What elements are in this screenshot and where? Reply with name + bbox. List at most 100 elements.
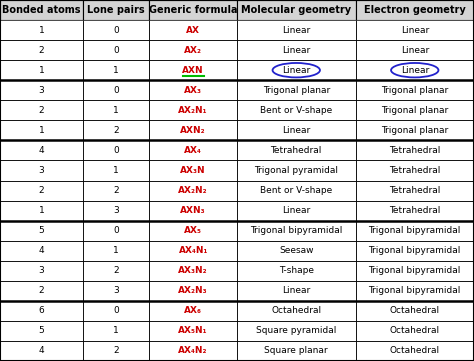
Text: Linear: Linear [282, 286, 310, 295]
Bar [356, 341, 474, 361]
Text: Bent or V-shape: Bent or V-shape [260, 106, 332, 115]
Text: Trigonal bipyramidal: Trigonal bipyramidal [250, 226, 342, 235]
Bar [149, 281, 237, 301]
Bar [83, 281, 149, 301]
Bar [237, 0, 356, 20]
Text: Tetrahedral: Tetrahedral [271, 146, 322, 155]
Text: Square planar: Square planar [264, 347, 328, 356]
Bar [83, 241, 149, 261]
Bar [356, 80, 474, 100]
Text: 1: 1 [113, 326, 119, 335]
Bar [83, 20, 149, 40]
Bar [0, 301, 83, 321]
Bar [356, 0, 474, 20]
Text: AX₄N₂: AX₄N₂ [178, 347, 208, 356]
Text: Trigonal planar: Trigonal planar [263, 86, 330, 95]
Bar [356, 321, 474, 341]
Bar [149, 40, 237, 60]
Bar [237, 180, 356, 201]
Text: 2: 2 [39, 106, 44, 115]
Text: Tetrahedral: Tetrahedral [389, 206, 440, 215]
Text: 0: 0 [113, 26, 119, 35]
Text: 1: 1 [38, 26, 45, 35]
Bar [0, 321, 83, 341]
Text: Seesaw: Seesaw [279, 246, 313, 255]
Text: 1: 1 [113, 106, 119, 115]
Text: Octahedral: Octahedral [390, 306, 440, 316]
Text: Linear: Linear [401, 26, 429, 35]
Text: Linear: Linear [401, 66, 429, 75]
Bar [237, 301, 356, 321]
Bar [149, 301, 237, 321]
Bar [237, 40, 356, 60]
Bar [356, 100, 474, 120]
Text: AX₅N₁: AX₅N₁ [178, 326, 208, 335]
Text: Trigonal bipyramidal: Trigonal bipyramidal [369, 286, 461, 295]
Bar [83, 100, 149, 120]
Text: 6: 6 [38, 306, 45, 316]
Bar [83, 321, 149, 341]
Bar [149, 60, 237, 80]
Bar [0, 80, 83, 100]
Text: Linear: Linear [282, 26, 310, 35]
Text: AX₂N₁: AX₂N₁ [178, 106, 208, 115]
Text: 1: 1 [38, 206, 45, 215]
Text: Generic formula: Generic formula [149, 5, 237, 15]
Text: AXN₂: AXN₂ [180, 126, 206, 135]
Text: 2: 2 [39, 45, 44, 55]
Bar [83, 140, 149, 160]
Text: 1: 1 [38, 126, 45, 135]
Bar [356, 281, 474, 301]
Bar [149, 221, 237, 241]
Text: 0: 0 [113, 45, 119, 55]
Bar [237, 261, 356, 281]
Text: 3: 3 [38, 166, 45, 175]
Text: AX₄N₁: AX₄N₁ [179, 246, 208, 255]
Text: Trigonal pyramidal: Trigonal pyramidal [254, 166, 338, 175]
Bar [83, 60, 149, 80]
Bar [0, 180, 83, 201]
Bar [83, 301, 149, 321]
Text: 1: 1 [38, 66, 45, 75]
Bar [356, 20, 474, 40]
Text: Tetrahedral: Tetrahedral [389, 146, 440, 155]
Bar [0, 140, 83, 160]
Bar [237, 221, 356, 241]
Bar [83, 0, 149, 20]
Text: 2: 2 [39, 186, 44, 195]
Bar [149, 321, 237, 341]
Bar [149, 100, 237, 120]
Text: 2: 2 [113, 186, 119, 195]
Bar [356, 40, 474, 60]
Text: 1: 1 [113, 166, 119, 175]
Bar [0, 120, 83, 140]
Bar [149, 180, 237, 201]
Text: 3: 3 [113, 206, 119, 215]
Text: Molecular geometry: Molecular geometry [241, 5, 351, 15]
Text: Linear: Linear [282, 66, 310, 75]
Bar [0, 160, 83, 180]
Bar [356, 301, 474, 321]
Bar [83, 201, 149, 221]
Text: AX₂N₂: AX₂N₂ [178, 186, 208, 195]
Bar [149, 0, 237, 20]
Text: Tetrahedral: Tetrahedral [389, 186, 440, 195]
Bar [356, 201, 474, 221]
Text: AX₅: AX₅ [184, 226, 202, 235]
Bar [356, 60, 474, 80]
Bar [237, 321, 356, 341]
Bar [0, 100, 83, 120]
Text: 0: 0 [113, 226, 119, 235]
Text: Electron geometry: Electron geometry [364, 5, 465, 15]
Bar [237, 100, 356, 120]
Bar [0, 261, 83, 281]
Text: Lone pairs: Lone pairs [87, 5, 145, 15]
Text: Tetrahedral: Tetrahedral [389, 166, 440, 175]
Bar [0, 341, 83, 361]
Bar [83, 120, 149, 140]
Text: Octahedral: Octahedral [271, 306, 321, 316]
Text: Square pyramidal: Square pyramidal [256, 326, 337, 335]
Bar [356, 261, 474, 281]
Bar [356, 241, 474, 261]
Text: AX₃N₂: AX₃N₂ [178, 266, 208, 275]
